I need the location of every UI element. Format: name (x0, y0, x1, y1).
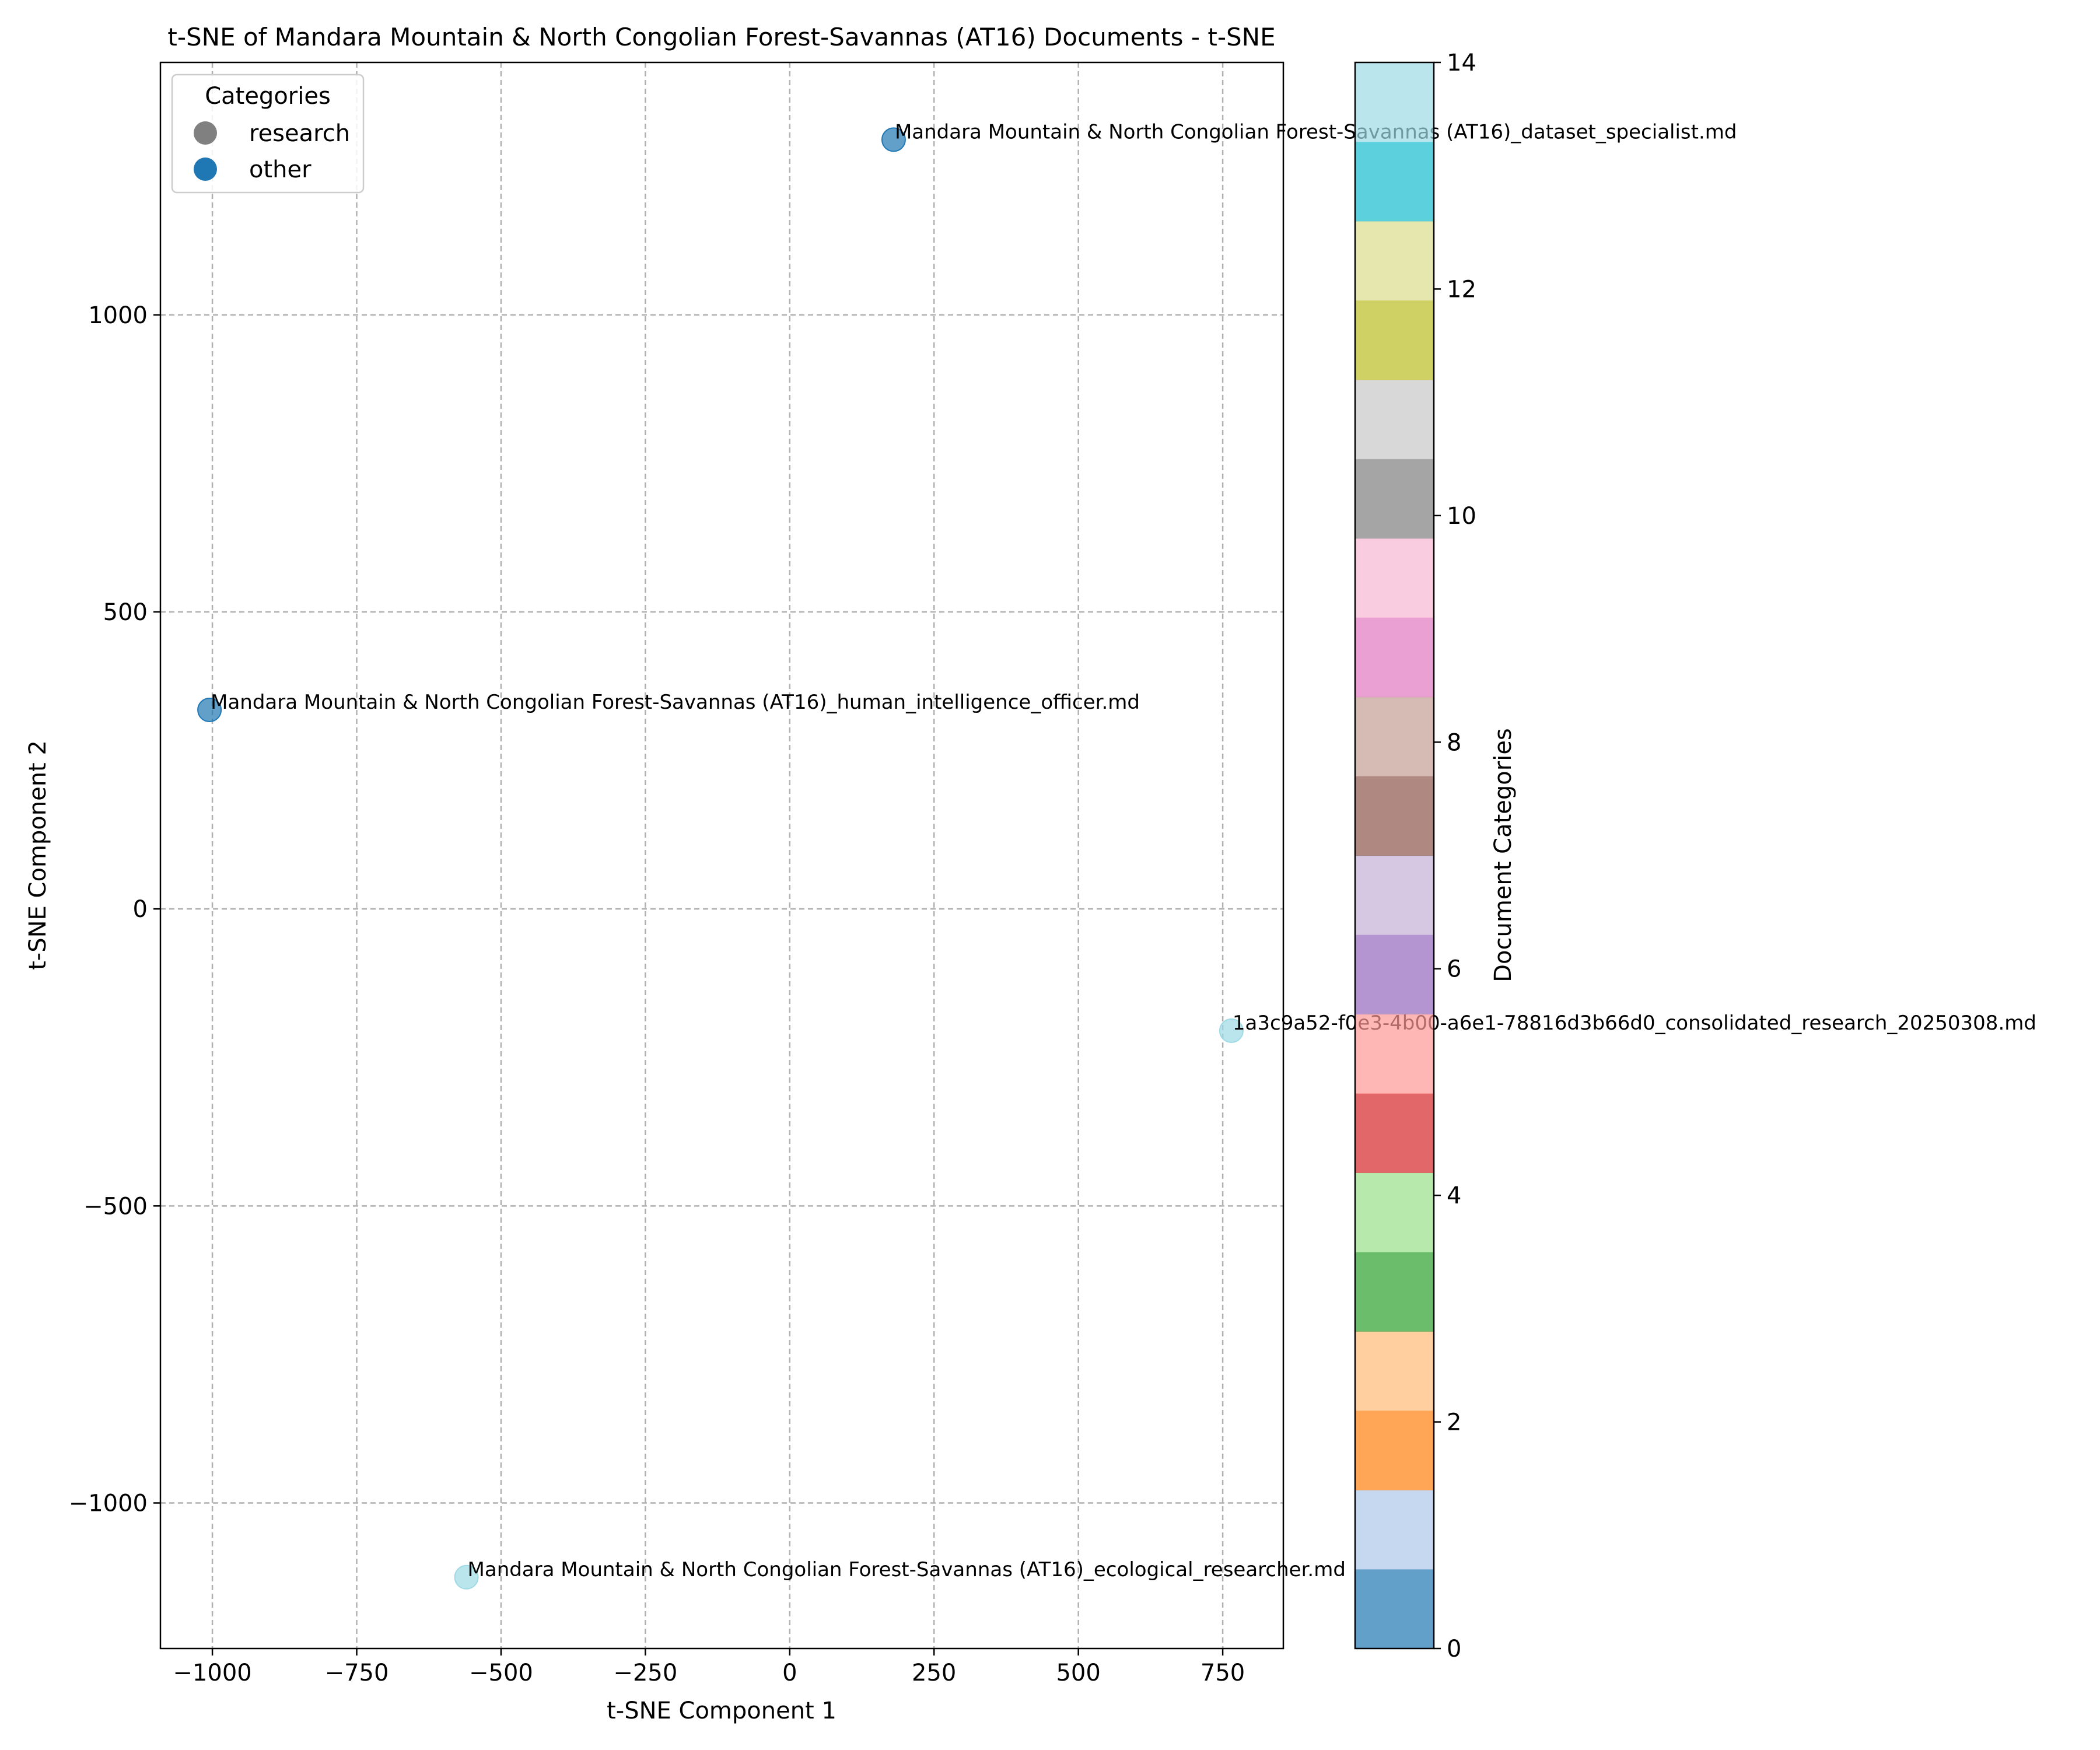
colorbar-tick-label: 4 (1447, 1182, 1461, 1209)
y-axis-ticks: −1000 −500 0 500 1000 (69, 302, 160, 1517)
legend-marker-research (194, 121, 217, 145)
colorbar-segment (1355, 855, 1434, 936)
colorbar-segment (1355, 1252, 1434, 1332)
colorbar-frame (1354, 61, 1435, 1650)
y-tick-label: 1000 (88, 302, 148, 329)
y-axis-label: t-SNE Component 2 (24, 740, 51, 970)
colorbar-segment (1355, 1331, 1434, 1411)
x-axis-ticks: −1000 −750 −500 −250 0 250 500 750 (173, 1648, 1245, 1686)
colorbar-tick-label: 14 (1447, 50, 1476, 76)
data-point-label: Mandara Mountain & North Congolian Fores… (468, 1558, 1346, 1581)
y-tick-label: 500 (103, 599, 148, 626)
colorbar-segment (1355, 300, 1434, 380)
legend-box (171, 74, 365, 194)
colorbar-segments (1355, 62, 1434, 1649)
colorbar-segment (1355, 776, 1434, 856)
x-tick-label: −500 (469, 1660, 533, 1686)
y-tick-label: −1000 (69, 1490, 148, 1517)
data-point-label: Mandara Mountain & North Congolian Fores… (211, 691, 1140, 714)
colorbar-tick-label: 2 (1447, 1409, 1461, 1436)
colorbar: 0 2 4 6 8 10 12 14 Document Categories (1354, 50, 1517, 1662)
grid-lines (160, 62, 1283, 1648)
legend-marker-other (194, 158, 217, 181)
data-point-labels: Mandara Mountain & North Congolian Fores… (211, 120, 2036, 1581)
legend-title: Categories (205, 83, 331, 110)
colorbar-ticks: 0 2 4 6 8 10 12 14 (1434, 50, 1476, 1662)
colorbar-segment (1355, 379, 1434, 460)
legend-label-other: other (249, 156, 312, 183)
x-tick-label: 500 (1056, 1660, 1100, 1686)
data-point (1219, 1018, 1244, 1043)
colorbar-label: Document Categories (1490, 728, 1517, 982)
legend-label-research: research (249, 120, 350, 147)
colorbar-segment (1355, 1410, 1434, 1490)
x-tick-label: 250 (912, 1660, 956, 1686)
data-point (881, 127, 906, 152)
data-point-label: 1a3c9a52-f0e3-4b00-a6e1-78816d3b66d0_con… (1233, 1012, 2036, 1035)
colorbar-segment (1355, 1014, 1434, 1094)
colorbar-segment (1355, 1569, 1434, 1649)
colorbar-tick-label: 0 (1447, 1636, 1461, 1662)
colorbar-segment (1355, 141, 1434, 222)
colorbar-segment (1355, 62, 1434, 142)
x-tick-label: −1000 (173, 1660, 251, 1686)
colorbar-segment (1355, 220, 1434, 301)
colorbar-segment (1355, 696, 1434, 777)
x-tick-label: 0 (782, 1660, 797, 1686)
colorbar-segment (1355, 459, 1434, 539)
colorbar-segment (1355, 1093, 1434, 1173)
colorbar-tick-label: 8 (1447, 729, 1461, 756)
data-point (197, 698, 222, 723)
x-tick-label: −250 (613, 1660, 677, 1686)
colorbar-tick-label: 12 (1447, 276, 1476, 303)
x-tick-label: −750 (325, 1660, 389, 1686)
plot-area-frame (159, 61, 1284, 1650)
data-point (454, 1564, 479, 1590)
data-point-label: Mandara Mountain & North Congolian Fores… (895, 120, 1737, 144)
x-tick-label: 750 (1200, 1660, 1245, 1686)
colorbar-segment (1355, 1172, 1434, 1252)
x-axis-label: t-SNE Component 1 (607, 1698, 836, 1724)
colorbar-tick-label: 10 (1447, 503, 1476, 530)
colorbar-segment (1355, 538, 1434, 618)
chart-title: t-SNE of Mandara Mountain & North Congol… (167, 23, 1275, 51)
data-points (197, 127, 1244, 1590)
colorbar-segment (1355, 617, 1434, 698)
y-tick-label: 0 (133, 896, 148, 923)
y-tick-label: −500 (83, 1193, 148, 1220)
colorbar-segment (1355, 935, 1434, 1014)
legend: Categories research other (171, 74, 365, 194)
colorbar-segment (1355, 1490, 1434, 1570)
colorbar-tick-label: 6 (1447, 956, 1461, 983)
